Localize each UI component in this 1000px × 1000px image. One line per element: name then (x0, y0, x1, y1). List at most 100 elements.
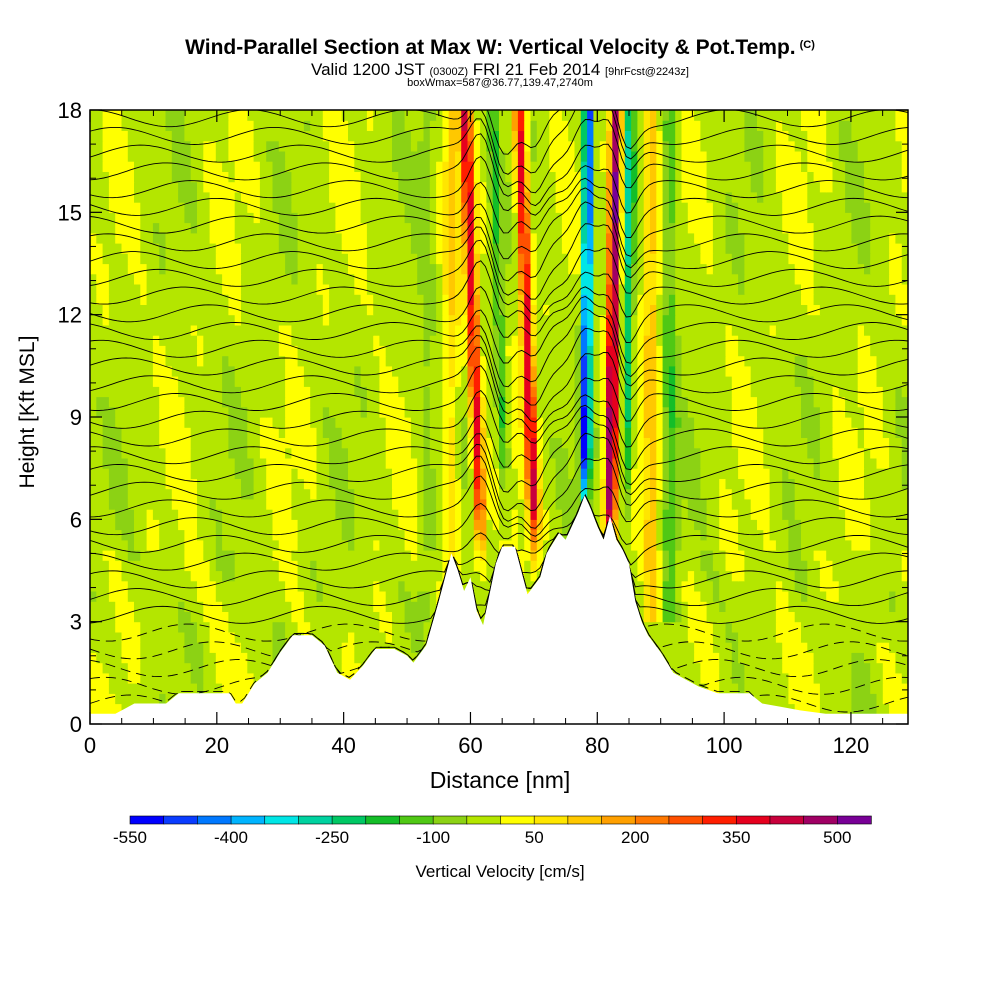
field-cell (574, 386, 582, 398)
field-cell (278, 437, 286, 449)
field-cell (813, 642, 821, 653)
field-cell (631, 509, 638, 520)
field-cell (316, 580, 324, 592)
field-cell (121, 539, 129, 551)
field-cell (675, 355, 683, 367)
field-cell (882, 437, 890, 449)
field-cell (750, 519, 758, 531)
field-cell (209, 324, 217, 336)
field-cell (285, 498, 292, 510)
field-cell (96, 468, 104, 479)
field-cell (417, 611, 425, 623)
field-cell (448, 447, 456, 459)
field-cell (681, 376, 689, 387)
field-cell (178, 498, 185, 510)
field-cell (738, 468, 745, 479)
field-cell (712, 550, 720, 561)
field-cell (152, 376, 160, 387)
field-cell (612, 468, 620, 479)
field-cell (455, 529, 462, 541)
field-cell (146, 662, 154, 674)
field-cell (643, 355, 651, 367)
field-cell (650, 611, 657, 623)
field-cell (505, 427, 513, 438)
field-cell (215, 560, 223, 572)
field-cell (272, 478, 280, 490)
field-cell (102, 396, 110, 408)
field-cell (744, 417, 752, 428)
field-cell (197, 662, 204, 674)
field-cell (209, 652, 217, 664)
field-cell (297, 488, 305, 500)
field-cell (681, 406, 689, 418)
field-cell (757, 601, 764, 612)
field-cell (410, 539, 418, 551)
field-cell (706, 560, 714, 572)
field-cell (134, 498, 141, 510)
field-cell (687, 519, 695, 531)
field-cell (354, 509, 362, 520)
field-cell (197, 642, 204, 653)
field-cell (140, 570, 148, 582)
field-cell (574, 488, 582, 500)
field-cell (870, 693, 878, 705)
field-cell (801, 406, 808, 418)
field-cell (857, 376, 865, 387)
field-cell (889, 498, 896, 510)
field-cell (234, 376, 242, 387)
field-cell (775, 437, 783, 449)
field-cell (291, 365, 299, 377)
field-cell (423, 498, 431, 510)
field-cell (121, 468, 129, 479)
field-cell (278, 621, 286, 633)
field-cell (423, 631, 431, 643)
field-cell (184, 324, 192, 336)
field-cell (857, 693, 865, 705)
field-cell (599, 447, 607, 459)
field-cell (744, 652, 752, 664)
field-cell (864, 427, 871, 438)
field-cell (209, 662, 217, 674)
field-cell (467, 570, 475, 582)
field-cell (178, 591, 185, 602)
field-cell (744, 591, 752, 602)
field-cell (184, 345, 192, 357)
field-cell (152, 437, 160, 449)
field-cell (96, 529, 104, 541)
field-cell (96, 457, 104, 469)
field-cell (794, 498, 802, 510)
field-cell (775, 560, 783, 572)
field-cell (813, 539, 821, 551)
field-cell (354, 376, 362, 387)
field-cell (410, 580, 418, 592)
field-cell (228, 437, 236, 449)
field-cell (410, 355, 418, 367)
field-cell (348, 417, 355, 428)
field-cell (568, 509, 576, 520)
field-cell (385, 611, 393, 623)
field-cell (882, 488, 890, 500)
field-cell (366, 457, 374, 469)
field-cell (681, 427, 689, 438)
field-cell (851, 365, 859, 377)
field-cell (757, 478, 764, 490)
field-cell (901, 652, 908, 664)
field-cell (857, 365, 865, 377)
field-cell (241, 560, 248, 572)
field-cell (266, 580, 274, 592)
field-cell (278, 468, 286, 479)
field-cell (461, 498, 469, 510)
field-cell (410, 631, 418, 643)
field-cell (757, 335, 764, 346)
field-cell (656, 335, 664, 346)
field-cell (606, 335, 613, 346)
field-cell (706, 601, 714, 612)
field-cell (757, 498, 764, 510)
field-cell (360, 498, 368, 510)
field-cell (864, 417, 871, 428)
field-cell (763, 601, 771, 612)
field-cell (461, 437, 469, 449)
field-cell (171, 601, 179, 612)
field-cell (115, 406, 123, 418)
field-cell (423, 539, 431, 551)
